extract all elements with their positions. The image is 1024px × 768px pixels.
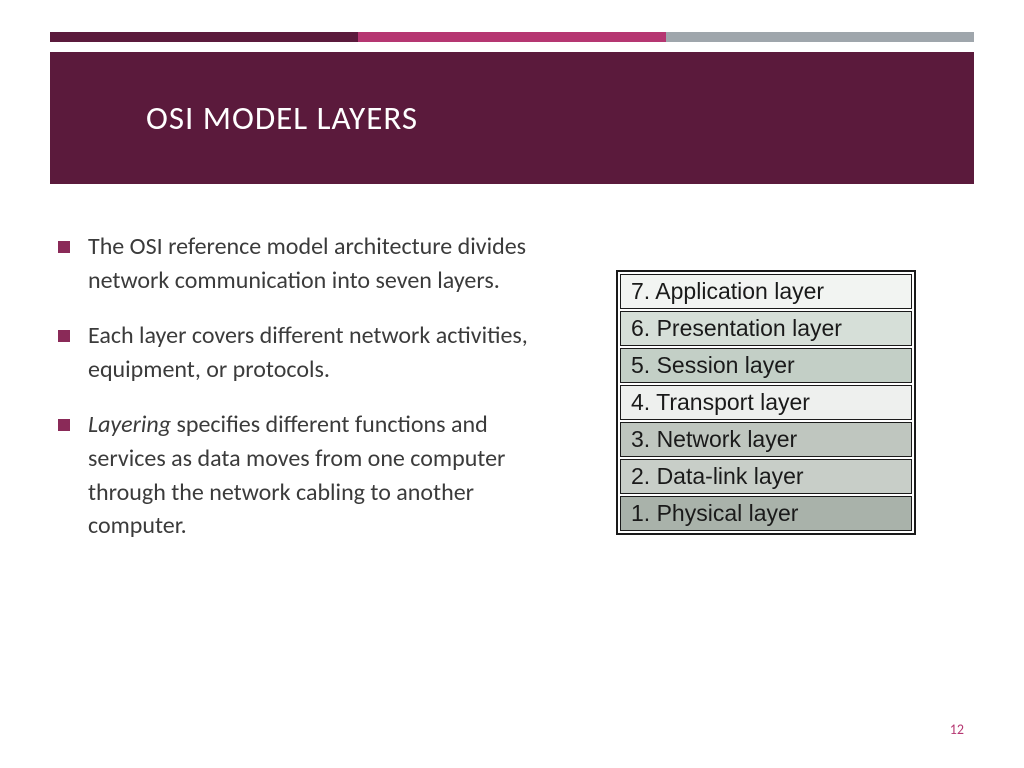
bullet-list: The OSI reference model architecture div… xyxy=(58,230,528,708)
bullet-square-icon xyxy=(58,419,70,431)
bullet-item: Layering specifies different functions a… xyxy=(58,408,528,542)
layer-cell: 5. Session layer xyxy=(620,348,912,383)
table-row: 2. Data-link layer xyxy=(620,459,912,494)
accent-segment xyxy=(50,32,358,42)
bullet-text: Layering specifies different functions a… xyxy=(88,408,528,542)
table-row: 5. Session layer xyxy=(620,348,912,383)
table-row: 6. Presentation layer xyxy=(620,311,912,346)
top-accent-stripe xyxy=(50,32,974,42)
osi-layer-table: 7. Application layer6. Presentation laye… xyxy=(616,270,916,535)
bullet-item: Each layer covers different network acti… xyxy=(58,319,528,386)
bullet-square-icon xyxy=(58,330,70,342)
layer-cell: 2. Data-link layer xyxy=(620,459,912,494)
table-row: 7. Application layer xyxy=(620,274,912,309)
layer-cell: 3. Network layer xyxy=(620,422,912,457)
header-band: OSI MODEL LAYERS xyxy=(50,52,974,184)
slide-page-number: 12 xyxy=(950,721,964,738)
layer-cell: 6. Presentation layer xyxy=(620,311,912,346)
table-row: 3. Network layer xyxy=(620,422,912,457)
bullet-text: Each layer covers different network acti… xyxy=(88,319,528,386)
osi-layer-table-body: 7. Application layer6. Presentation laye… xyxy=(620,274,912,531)
layer-cell: 4. Transport layer xyxy=(620,385,912,420)
layer-cell: 1. Physical layer xyxy=(620,496,912,531)
accent-segment xyxy=(358,32,666,42)
slide-title: OSI MODEL LAYERS xyxy=(146,98,418,138)
content-area: The OSI reference model architecture div… xyxy=(58,230,974,708)
table-row: 4. Transport layer xyxy=(620,385,912,420)
table-row: 1. Physical layer xyxy=(620,496,912,531)
bullet-square-icon xyxy=(58,241,70,253)
layer-cell: 7. Application layer xyxy=(620,274,912,309)
bullet-text: The OSI reference model architecture div… xyxy=(88,230,528,297)
accent-segment xyxy=(666,32,974,42)
osi-table-wrapper: 7. Application layer6. Presentation laye… xyxy=(558,230,974,708)
bullet-item: The OSI reference model architecture div… xyxy=(58,230,528,297)
